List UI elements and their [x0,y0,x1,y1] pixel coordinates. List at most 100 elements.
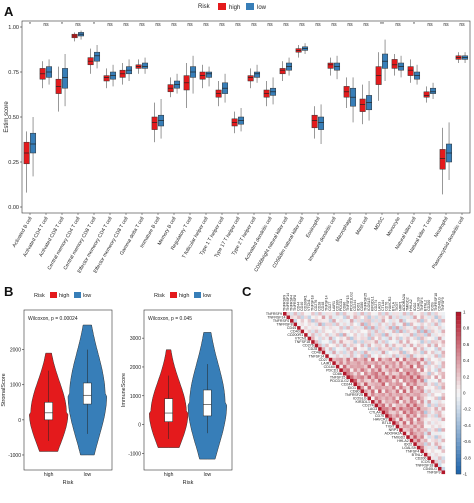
heatmap-cell [395,371,400,376]
heatmap-cell [328,329,333,334]
heatmap-cell [420,435,424,439]
heatmap-cell [378,312,382,316]
heatmap-cell [430,452,435,457]
heatmap-cell [364,315,368,320]
box-body [359,98,366,112]
heatmap-cell [437,315,442,320]
heatmap-cell [441,428,446,432]
heatmap-cell [430,347,435,351]
heatmap-row-label-icoslg: ICOSLG [353,397,367,401]
heatmap-cell [346,340,351,344]
box-low-activated-cd4-t-cell [46,59,53,85]
heatmap-cell [437,364,442,369]
heatmap-cell [392,319,396,323]
heatmap-cell [420,400,424,404]
heatmap-cell [399,403,403,408]
heatmap-col-label-lag3: LAG3 [378,302,382,311]
heatmap-cell [437,382,442,387]
heatmap-cell [371,393,375,397]
heatmap-col-label-icoslg: ICOSLG [367,297,371,311]
heatmap-cell [356,385,361,390]
heatmap-cell [406,354,410,358]
heatmap-col-label-cd80: CD80 [360,302,364,311]
heatmap-cell [364,312,368,316]
heatmap-cell [423,329,428,334]
heatmap-cell [420,329,424,334]
heatmap-row-label-tnfsf18: TNFSF18 [295,340,311,344]
heatmap-cell [374,382,379,387]
heatmap-cell [342,361,347,365]
heatmap-cell [388,417,393,422]
heatmap-cell [402,382,407,387]
heatmap-cell [381,378,386,383]
heatmap-cell [321,350,326,355]
heatmap-cell [381,322,386,327]
heatmap-cell [381,315,386,320]
scale-label: -0.6 [463,439,471,444]
heatmap-cell [416,378,421,383]
heatmap-cell [339,329,343,334]
heatmap-cell [434,389,439,394]
heatmap-cell [385,361,389,365]
heatmap-cell [374,315,379,320]
scale-segment [456,368,461,373]
heatmap-cell [335,326,340,330]
heatmap-cell [409,368,414,372]
box-body [247,75,254,82]
heatmap-cell [409,319,414,323]
heatmap-cell [353,333,358,337]
scale-label: -0.2 [463,407,471,412]
heatmap-cell [378,322,382,327]
x-category-label-monocyte: Monocyte [386,216,402,238]
heatmap-cell [441,442,446,446]
heatmap-cell [416,445,421,450]
heatmap-cell [434,336,439,341]
heatmap-cell [332,343,336,348]
heatmap-col-label-tmigd2: TMIGD2 [406,297,410,311]
legend-label-high-a: high [229,5,240,11]
heatmap-cell [441,463,446,468]
heatmap-col-label-tnfrsf18: TNFRSF18 [434,293,438,311]
heatmap-cell [420,403,424,408]
heatmap-cell [353,350,358,355]
heatmap-cell [427,371,432,376]
heatmap-cell [441,322,446,327]
heatmap-cell [385,329,389,334]
heatmap-cell [441,361,446,365]
heatmap-cell [392,410,396,415]
heatmap-cell [392,382,396,387]
heatmap-cell [416,421,421,425]
box-body [391,59,398,69]
heatmap-cell [300,315,305,320]
heatmap-cell [420,414,424,418]
wilcoxon-annotation: Wilcoxon, p = 0.00024 [28,316,78,322]
legend-title: Risk [154,293,165,299]
heatmap-cell [360,350,365,355]
heatmap-cell [427,442,432,446]
heatmap-cell [427,322,432,327]
scale-label: -0.4 [463,423,471,428]
heatmap-cell [434,400,439,404]
heatmap-cell [378,368,382,372]
heatmap-cell [346,333,351,337]
heatmap-row-label-adora2a: ADORA2A [385,432,403,436]
scale-segment [456,340,461,345]
heatmap-cell [434,424,439,429]
x-category-label-low: low [84,472,92,478]
heatmap-cell [420,428,424,432]
heatmap-cell [318,336,322,341]
heatmap-cell [367,357,372,362]
heatmap-cell [416,319,421,323]
scale-frame [455,311,462,475]
heatmap-cell [406,407,410,411]
heatmap-cell [378,350,382,355]
heatmap-cell [335,350,340,355]
heatmap-cell [395,375,400,380]
heatmap-cell [402,361,407,365]
heatmap-cell [335,315,340,320]
heatmap-cell [427,343,432,348]
box-body [62,68,69,89]
heatmap-cell [385,354,389,358]
x-category-label-cd56dim-natural-killer-cell: CD56dim natural killer cell [271,216,305,269]
heatmap-cell [441,382,446,387]
